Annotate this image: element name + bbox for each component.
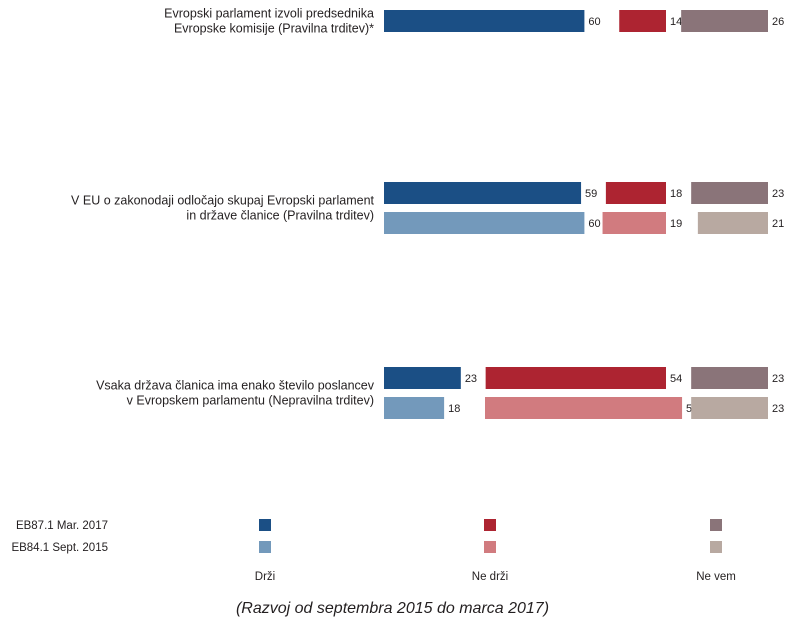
bar bbox=[384, 212, 585, 234]
data-label: 23 bbox=[772, 403, 784, 415]
legend-swatch bbox=[710, 541, 722, 553]
question-label: Evropske komisije (Pravilna trditev)* bbox=[174, 22, 374, 36]
question-label: Evropski parlament izvoli predsednika bbox=[164, 7, 374, 21]
data-label: 23 bbox=[772, 373, 784, 385]
question-label: v Evropskem parlamentu (Nepravilna trdit… bbox=[127, 394, 374, 408]
legend-swatch bbox=[484, 541, 496, 553]
data-label: 14 bbox=[670, 16, 682, 28]
bar bbox=[691, 182, 768, 204]
data-label: 19 bbox=[670, 218, 682, 230]
data-label: 21 bbox=[772, 218, 784, 230]
data-label: 26 bbox=[772, 16, 784, 28]
bar bbox=[691, 367, 768, 389]
bar bbox=[619, 10, 666, 32]
data-label: 18 bbox=[448, 403, 460, 415]
bar bbox=[384, 397, 445, 419]
question-label: Vsaka država članica ima enako število p… bbox=[96, 379, 375, 393]
legend-swatch bbox=[484, 519, 496, 531]
legend-column-label: Drži bbox=[255, 571, 275, 583]
legend-swatch bbox=[710, 519, 722, 531]
data-label: 23 bbox=[772, 188, 784, 200]
legend-swatch bbox=[259, 541, 271, 553]
bar bbox=[602, 212, 666, 234]
legend-swatch bbox=[259, 519, 271, 531]
chart-footnote: (Razvoj od septembra 2015 do marca 2017) bbox=[235, 600, 550, 617]
bar bbox=[384, 10, 585, 32]
legend-label: EB84.1 Sept. 2015 bbox=[11, 542, 108, 554]
legend-column-label: Ne drži bbox=[472, 571, 508, 583]
bar bbox=[681, 10, 768, 32]
bar bbox=[485, 367, 666, 389]
data-label: 18 bbox=[670, 188, 682, 200]
bar bbox=[691, 397, 768, 419]
data-label: 23 bbox=[465, 373, 477, 385]
legend-label: EB87.1 Mar. 2017 bbox=[16, 520, 108, 532]
bar bbox=[384, 367, 461, 389]
question-label: in države članice (Pravilna trditev) bbox=[186, 209, 374, 223]
bar bbox=[697, 212, 768, 234]
bar bbox=[384, 182, 582, 204]
data-label: 54 bbox=[670, 373, 682, 385]
data-label: 60 bbox=[588, 16, 600, 28]
bar bbox=[485, 397, 683, 419]
bar bbox=[605, 182, 666, 204]
legend-column-label: Ne vem bbox=[696, 571, 736, 583]
question-label: V EU o zakonodaji odločajo skupaj Evrops… bbox=[71, 194, 374, 208]
data-label: 59 bbox=[585, 188, 597, 200]
data-label: 60 bbox=[588, 218, 600, 230]
